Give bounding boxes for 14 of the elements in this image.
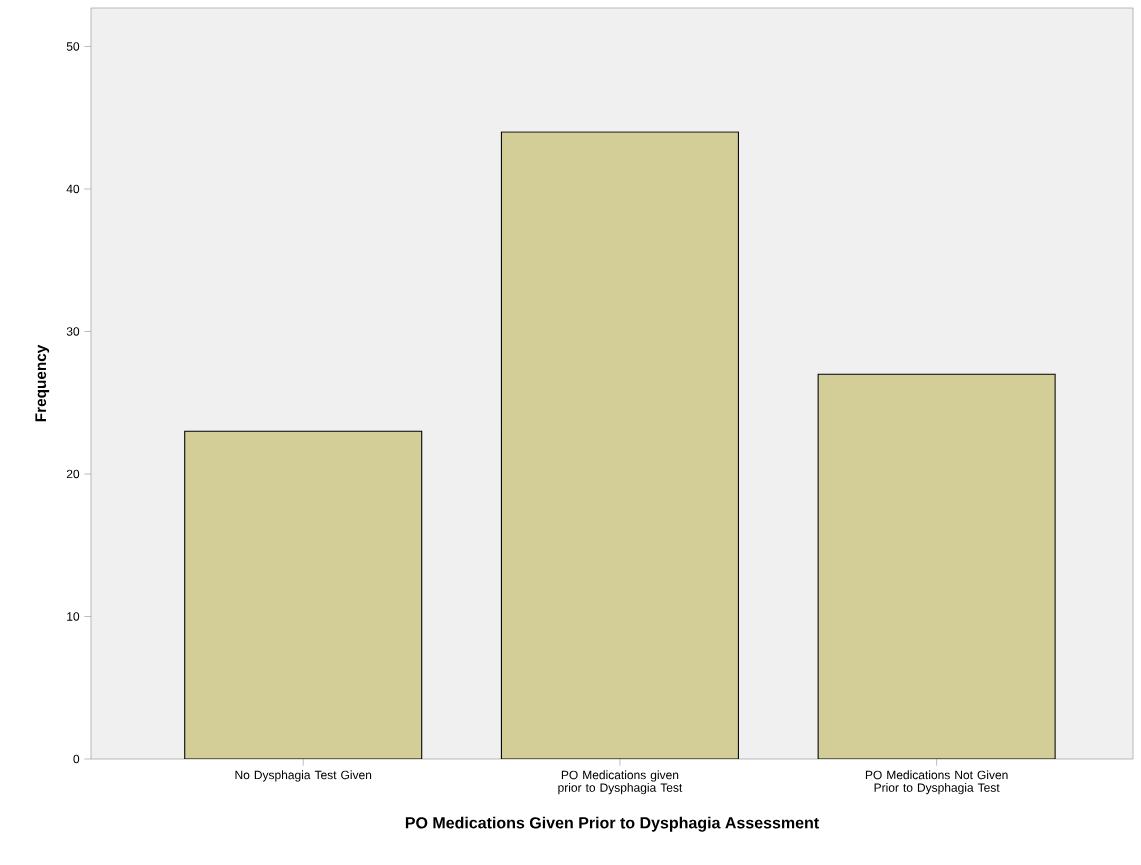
bar	[184, 430, 423, 759]
y-tick-label: 40	[66, 184, 80, 194]
x-axis-title: PO Medications Given Prior to Dysphagia Assessment	[405, 816, 819, 832]
y-tick-label: 20	[66, 469, 80, 479]
y-tick-label: 50	[66, 42, 80, 51]
y-tick-label: 30	[66, 327, 80, 336]
y-tick-label: 10	[67, 612, 80, 621]
x-tick-label: PO Medications given prior to Dysphagia Test	[558, 770, 683, 795]
y-axis-title: Frequency	[35, 344, 50, 422]
x-tick-label: No Dysphagia Test Given	[235, 770, 372, 782]
bar	[500, 131, 739, 759]
bar	[817, 373, 1056, 759]
x-tick-label: PO Medications Not Given Prior to Dysphagia Test	[865, 770, 1008, 795]
y-tick-label: 0	[73, 754, 80, 764]
